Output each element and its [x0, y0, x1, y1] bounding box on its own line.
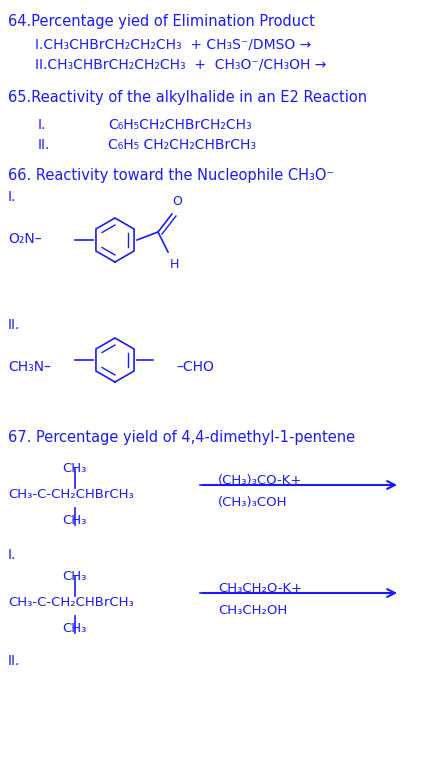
Text: CH₃: CH₃	[62, 462, 86, 475]
Text: I.: I.	[38, 118, 46, 132]
Text: C₆H₅CH₂CHBrCH₂CH₃: C₆H₅CH₂CHBrCH₂CH₃	[108, 118, 251, 132]
Text: O₂N–: O₂N–	[8, 232, 42, 246]
Text: CH₃CH₂OH: CH₃CH₂OH	[218, 604, 287, 617]
Text: CH₃: CH₃	[62, 622, 86, 635]
Text: 65.Reactivity of the alkylhalide in an E2 Reaction: 65.Reactivity of the alkylhalide in an E…	[8, 90, 367, 105]
Text: CH₃: CH₃	[62, 514, 86, 527]
Text: (CH₃)₃CO-K+: (CH₃)₃CO-K+	[218, 474, 302, 487]
Text: H: H	[170, 258, 179, 271]
Text: CH₃-C-CH₂CHBrCH₃: CH₃-C-CH₂CHBrCH₃	[8, 596, 134, 609]
Text: –CHO: –CHO	[176, 360, 214, 374]
Text: II.: II.	[38, 138, 50, 152]
Text: II.: II.	[8, 654, 20, 668]
Text: I.: I.	[8, 548, 17, 562]
Text: I.CH₃CHBrCH₂CH₂CH₃  + CH₃S⁻/DMSO →: I.CH₃CHBrCH₂CH₂CH₃ + CH₃S⁻/DMSO →	[35, 38, 311, 52]
Text: I.: I.	[8, 190, 17, 204]
Text: CH₃N–: CH₃N–	[8, 360, 51, 374]
Text: II.CH₃CHBrCH₂CH₂CH₃  +  CH₃O⁻/CH₃OH →: II.CH₃CHBrCH₂CH₂CH₃ + CH₃O⁻/CH₃OH →	[35, 58, 326, 72]
Text: (CH₃)₃COH: (CH₃)₃COH	[218, 496, 287, 509]
Text: CH₃-C-CH₂CHBrCH₃: CH₃-C-CH₂CHBrCH₃	[8, 488, 134, 501]
Text: O: O	[172, 195, 182, 208]
Text: CH₃: CH₃	[62, 570, 86, 583]
Text: II.: II.	[8, 318, 20, 332]
Text: CH₃CH₂O-K+: CH₃CH₂O-K+	[218, 582, 302, 595]
Text: 66. Reactivity toward the Nucleophile CH₃O⁻: 66. Reactivity toward the Nucleophile CH…	[8, 168, 334, 183]
Text: 67. Percentage yield of 4,4-dimethyl-1-pentene: 67. Percentage yield of 4,4-dimethyl-1-p…	[8, 430, 355, 445]
Text: C₆H₅ CH₂CH₂CHBrCH₃: C₆H₅ CH₂CH₂CHBrCH₃	[108, 138, 256, 152]
Text: 64.Percentage yied of Elimination Product: 64.Percentage yied of Elimination Produc…	[8, 14, 315, 29]
